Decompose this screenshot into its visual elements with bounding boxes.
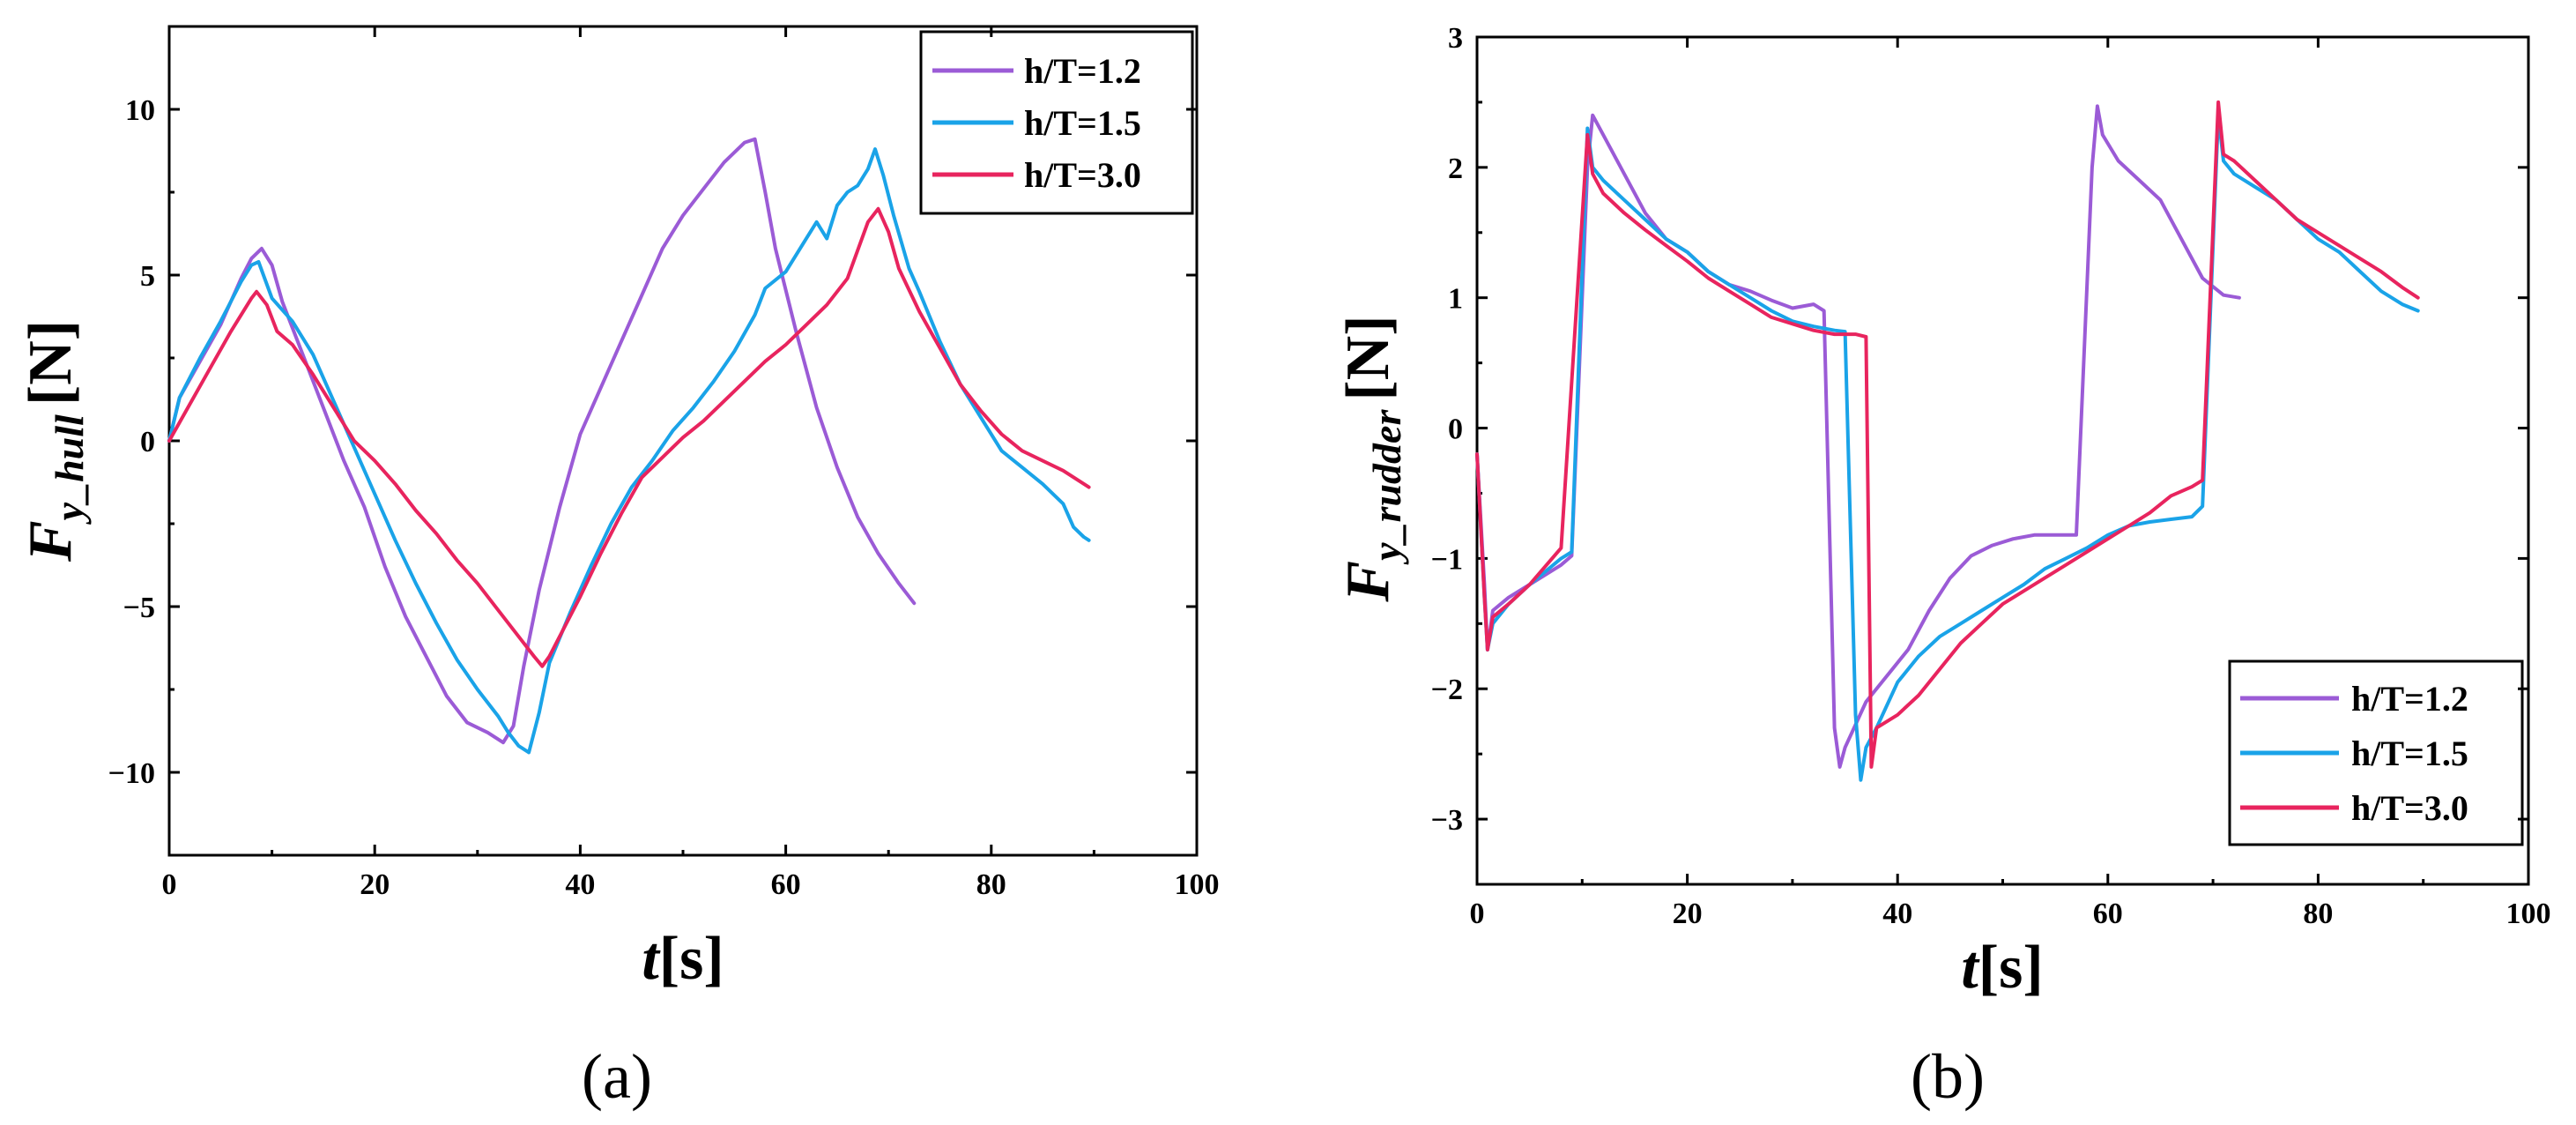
legend-label-h-t-1-5: h/T=1.5 <box>1024 103 1141 143</box>
x-tick-label: 20 <box>1673 898 1703 930</box>
x-axis: 0 20 40 60 80 100 <box>162 26 1220 901</box>
y-axis-label: Fy_rudder [N] <box>1334 315 1409 602</box>
y-tick-label: 2 <box>1448 153 1463 185</box>
x-tick-label: 40 <box>1882 898 1912 930</box>
x-tick-label: 20 <box>360 868 390 901</box>
x-axis-label-unit: [s] <box>1978 934 2044 1002</box>
series-group <box>167 137 1091 755</box>
legend: h/T=1.2 h/T=1.5 h/T=3.0 <box>919 30 1194 215</box>
x-axis-label: t[s] <box>1961 934 2043 1002</box>
y-axis-label: Fy_hull [N] <box>17 320 92 562</box>
y-axis: −10 −5 0 5 10 <box>108 94 1197 790</box>
legend-label-h-t-1-2: h/T=1.2 <box>1024 51 1141 91</box>
series-line-h-t-1-2 <box>167 137 917 745</box>
panel-label: (a) <box>582 1041 652 1112</box>
y-tick-label: −1 <box>1431 543 1463 576</box>
y-tick-label: 1 <box>1448 283 1463 316</box>
chart-panel-b: 0 20 40 60 80 100 −3 −2 −1 0 1 2 3 h/T=1.2 h/T=1.5 … <box>1334 22 2551 1112</box>
x-tick-label: 80 <box>2303 898 2333 930</box>
panel-label: (b) <box>1911 1041 1985 1112</box>
chart-panel-a: 0 20 40 60 80 100 −10 −5 0 5 10 h/T=1.2 h/T=1.5 h… <box>17 25 1220 1112</box>
y-axis: −3 −2 −1 0 1 2 3 <box>1431 22 2528 837</box>
y-tick-label: −5 <box>123 592 155 624</box>
y-tick-label: −10 <box>108 757 155 790</box>
x-tick-label: 40 <box>565 868 595 901</box>
x-tick-label: 60 <box>2093 898 2123 930</box>
y-axis-label-sub: y_hull <box>47 414 92 525</box>
y-tick-label: 10 <box>125 94 155 127</box>
y-axis-label-sub: y_rudder <box>1364 409 1409 565</box>
y-tick-label: 0 <box>1448 413 1463 446</box>
x-tick-label: 80 <box>976 868 1006 901</box>
legend-label-h-t-3-0: h/T=3.0 <box>2351 788 2468 828</box>
series-line-h-t-3-0 <box>1475 100 2420 769</box>
x-tick-label: 100 <box>1175 868 1220 901</box>
y-axis-label-main: F <box>1334 561 1402 603</box>
x-axis: 0 20 40 60 80 100 <box>1470 37 2551 930</box>
y-tick-label: 5 <box>140 260 155 293</box>
y-axis-label-main: F <box>17 520 85 562</box>
series-group <box>1475 100 2420 782</box>
x-axis-label-main: t <box>642 925 661 993</box>
x-tick-label: 100 <box>2506 898 2551 930</box>
y-tick-label: −3 <box>1431 804 1463 837</box>
x-axis-label: t[s] <box>642 925 724 993</box>
y-axis-label-unit: [N] <box>17 320 85 406</box>
series-line-h-t-1-5 <box>1475 113 2420 782</box>
series-line-h-t-3-0 <box>167 206 1091 668</box>
y-tick-label: 0 <box>140 426 155 458</box>
x-tick-label: 60 <box>771 868 801 901</box>
legend-label-h-t-1-2: h/T=1.2 <box>2351 679 2468 719</box>
y-tick-label: −2 <box>1431 674 1463 706</box>
x-axis-label-main: t <box>1961 934 1980 1002</box>
y-axis-label-unit: [N] <box>1334 315 1402 400</box>
legend: h/T=1.2 h/T=1.5 h/T=3.0 <box>2228 659 2524 846</box>
legend-label-h-t-1-5: h/T=1.5 <box>2351 734 2468 773</box>
x-axis-label-unit: [s] <box>659 925 724 993</box>
series-line-h-t-1-2 <box>1475 104 2241 769</box>
series-line-h-t-1-5 <box>167 147 1091 755</box>
legend-box <box>919 30 1194 215</box>
x-tick-label: 0 <box>1470 898 1485 930</box>
x-tick-label: 0 <box>162 868 177 901</box>
legend-label-h-t-3-0: h/T=3.0 <box>1024 155 1141 195</box>
legend-box <box>2228 659 2524 846</box>
plot-frame <box>167 25 1199 857</box>
y-tick-label: 3 <box>1448 22 1463 55</box>
